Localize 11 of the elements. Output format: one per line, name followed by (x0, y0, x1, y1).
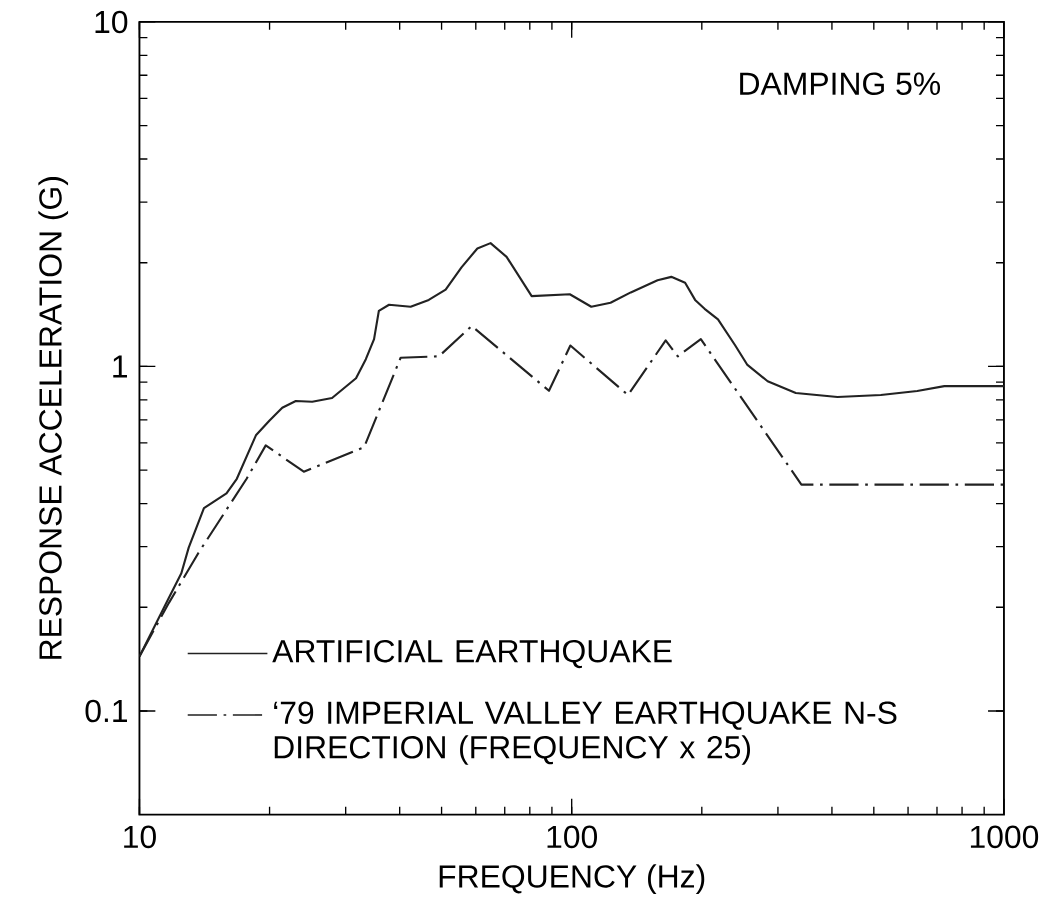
legend-label: ‘79 IMPERIAL VALLEY EARTHQUAKE N-S DIRECTION (FREQUENCY x 25) (274, 701, 897, 765)
y-tick-label: 1 (113, 355, 127, 378)
x-tick-label: 100 (547, 825, 598, 848)
y-tick-label: 10 (95, 10, 128, 34)
annotation: DAMPING 5% (740, 72, 941, 95)
x-tick-label: 10 (124, 825, 156, 848)
y-axis-title: RESPONSE ACCELERATION (G) (38, 176, 69, 659)
y-tick-label: 0.1 (85, 699, 127, 723)
x-tick-label: 1000 (970, 825, 1039, 848)
legend-label: ARTIFICIAL EARTHQUAKE (272, 639, 672, 669)
x-axis-title: FREQUENCY (Hz) (439, 864, 705, 894)
